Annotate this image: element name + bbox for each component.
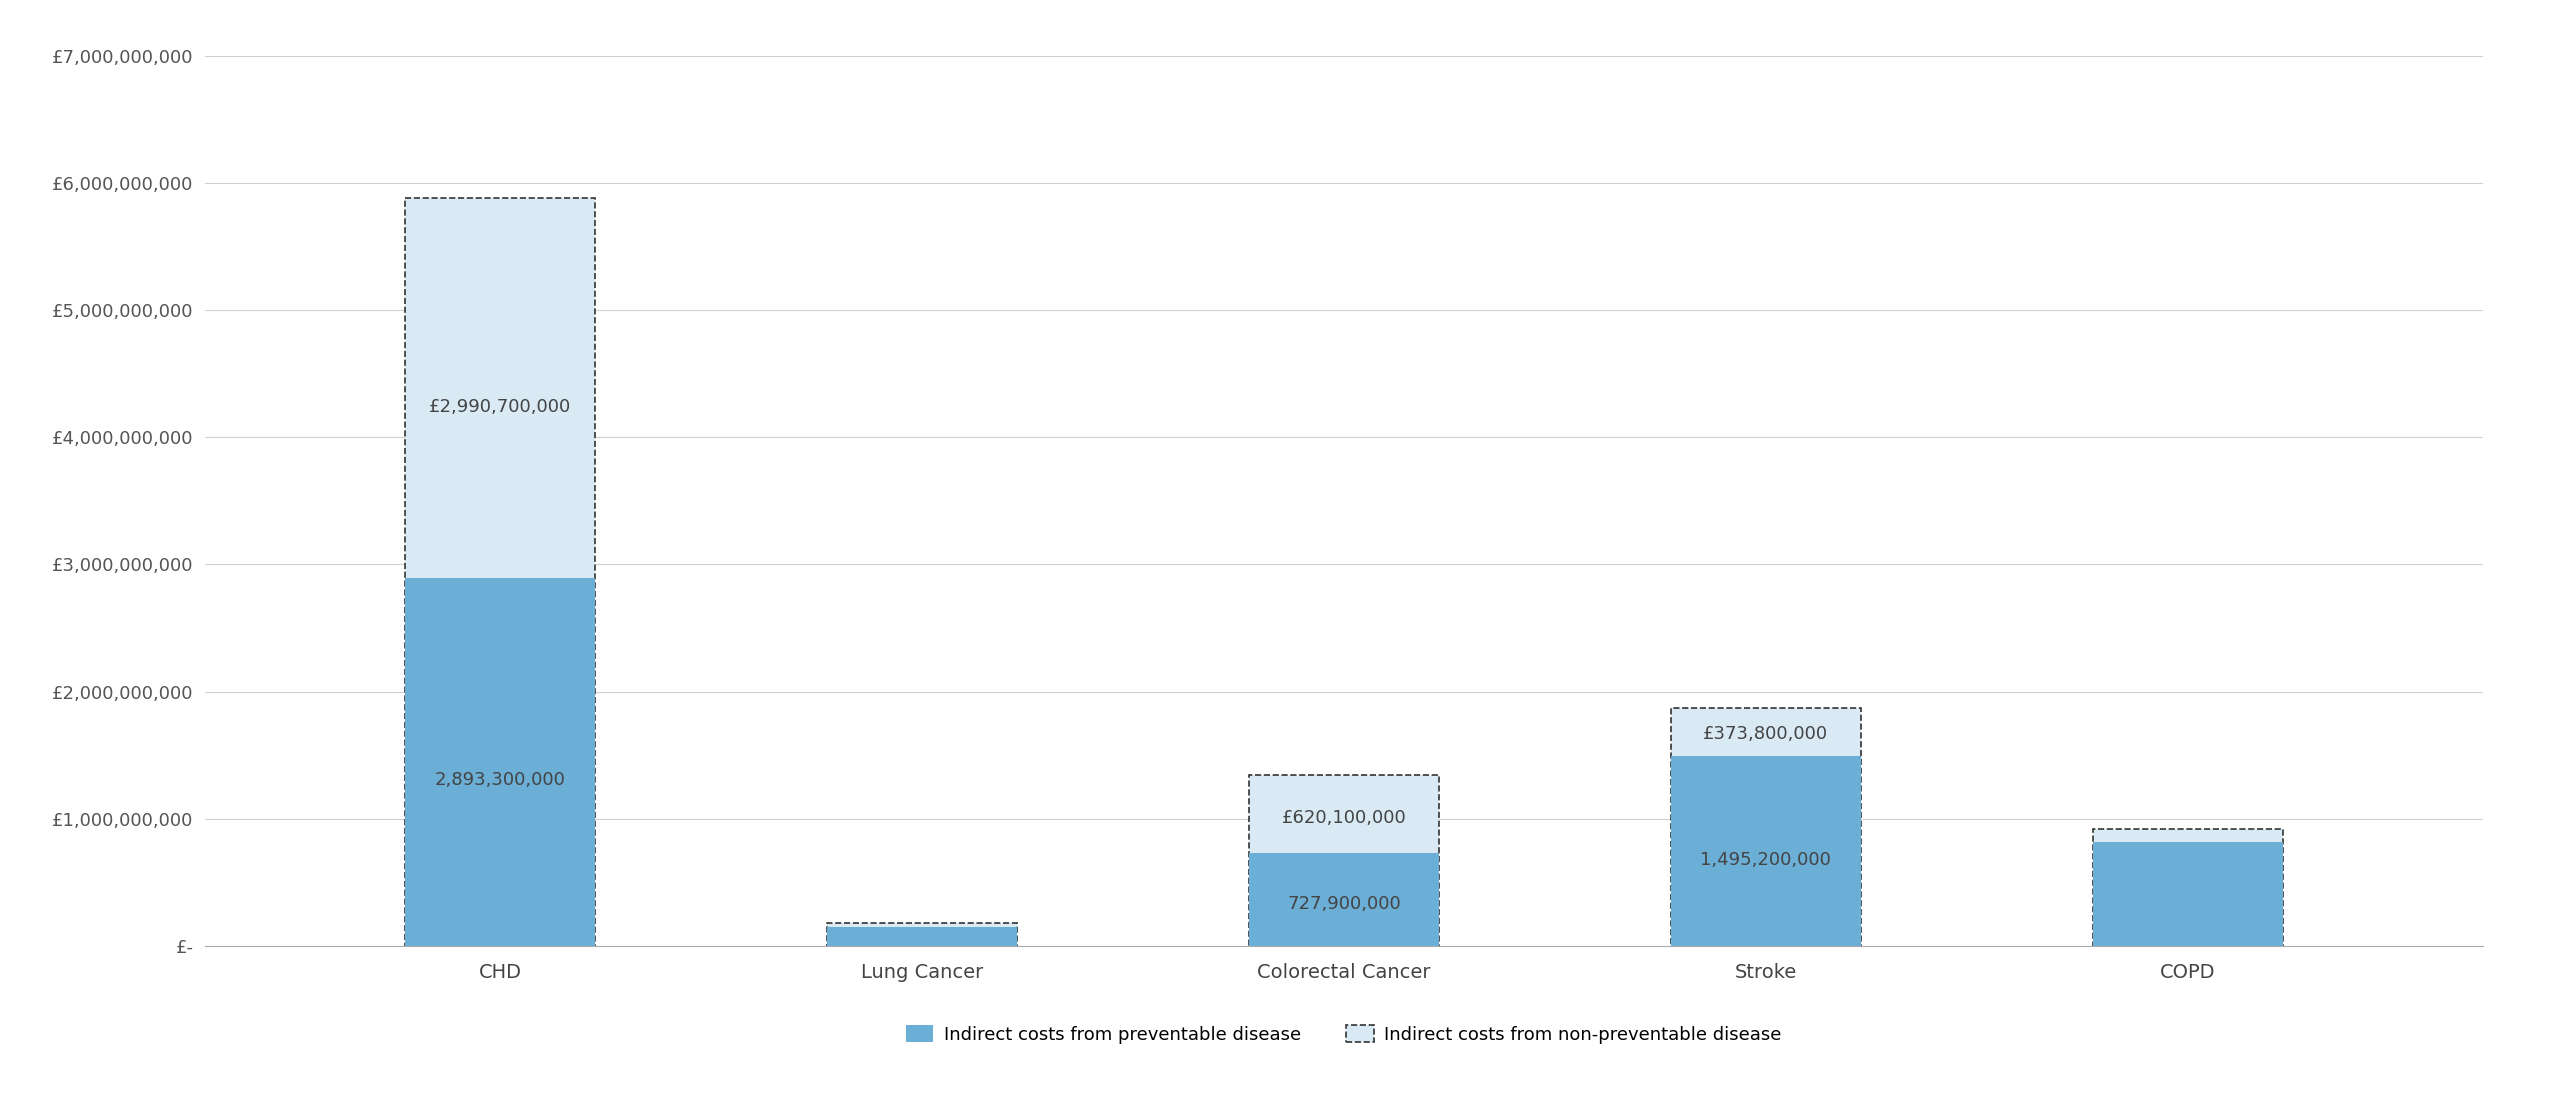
- Bar: [1672, 708, 1861, 946]
- Bar: [404, 578, 594, 946]
- Text: £373,800,000: £373,800,000: [1702, 726, 1828, 743]
- Text: 2,893,300,000: 2,893,300,000: [435, 771, 566, 789]
- Bar: [404, 198, 594, 946]
- Legend: Indirect costs from preventable disease, Indirect costs from non-preventable dis: Indirect costs from preventable disease,…: [896, 1016, 1792, 1053]
- Bar: [2094, 841, 2284, 946]
- Bar: [1249, 775, 1439, 946]
- Bar: [1672, 756, 1861, 946]
- Bar: [827, 927, 1016, 946]
- Text: 727,900,000: 727,900,000: [1288, 895, 1400, 914]
- Bar: [827, 923, 1016, 946]
- Text: 1,495,200,000: 1,495,200,000: [1700, 851, 1830, 869]
- Text: £620,100,000: £620,100,000: [1283, 809, 1405, 827]
- Bar: [2094, 829, 2284, 946]
- Bar: [1249, 854, 1439, 946]
- Text: £2,990,700,000: £2,990,700,000: [430, 397, 571, 416]
